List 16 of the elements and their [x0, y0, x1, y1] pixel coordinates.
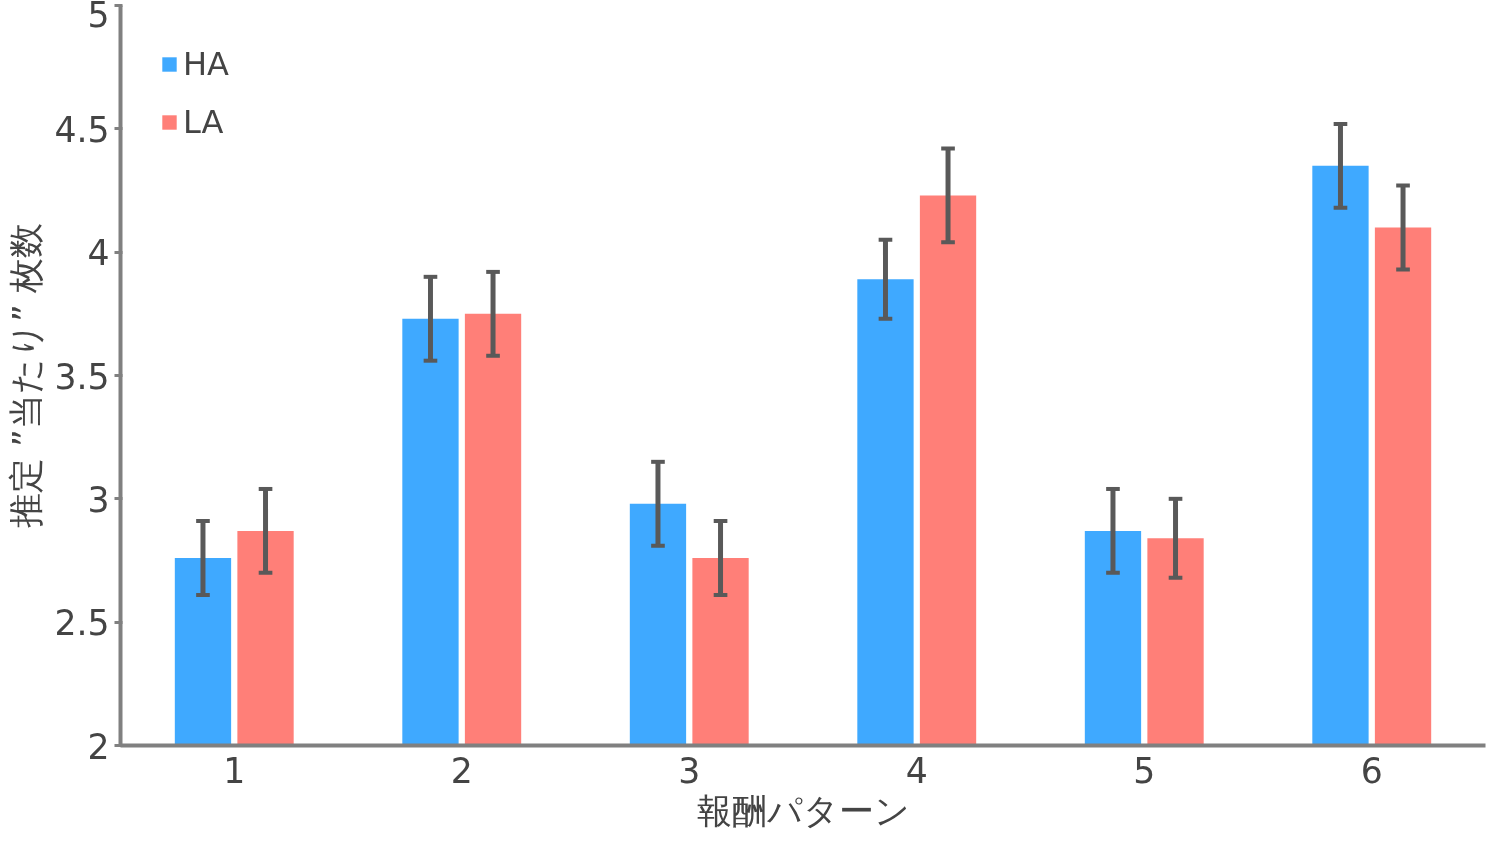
legend-label: LA — [183, 103, 224, 141]
x-tick-label: 2 — [450, 750, 473, 791]
y-tick-label: 3.5 — [54, 356, 110, 397]
x-axis-title: 報酬パターン — [696, 790, 910, 831]
x-tick-label: 5 — [1133, 750, 1156, 791]
y-axis-title: 推定 ”当たり” 枚数 — [6, 223, 47, 528]
y-tick-label: 4.5 — [54, 109, 110, 150]
x-tick-label: 1 — [223, 750, 246, 791]
y-tick-label: 5 — [87, 0, 110, 35]
y-tick-label: 3 — [87, 479, 110, 520]
legend-label: HA — [183, 45, 229, 83]
x-tick-label: 6 — [1360, 750, 1383, 791]
x-tick-label: 4 — [905, 750, 928, 791]
y-tick-label: 4 — [87, 233, 110, 274]
y-tick-label: 2.5 — [54, 603, 110, 644]
x-tick-label: 3 — [678, 750, 701, 791]
